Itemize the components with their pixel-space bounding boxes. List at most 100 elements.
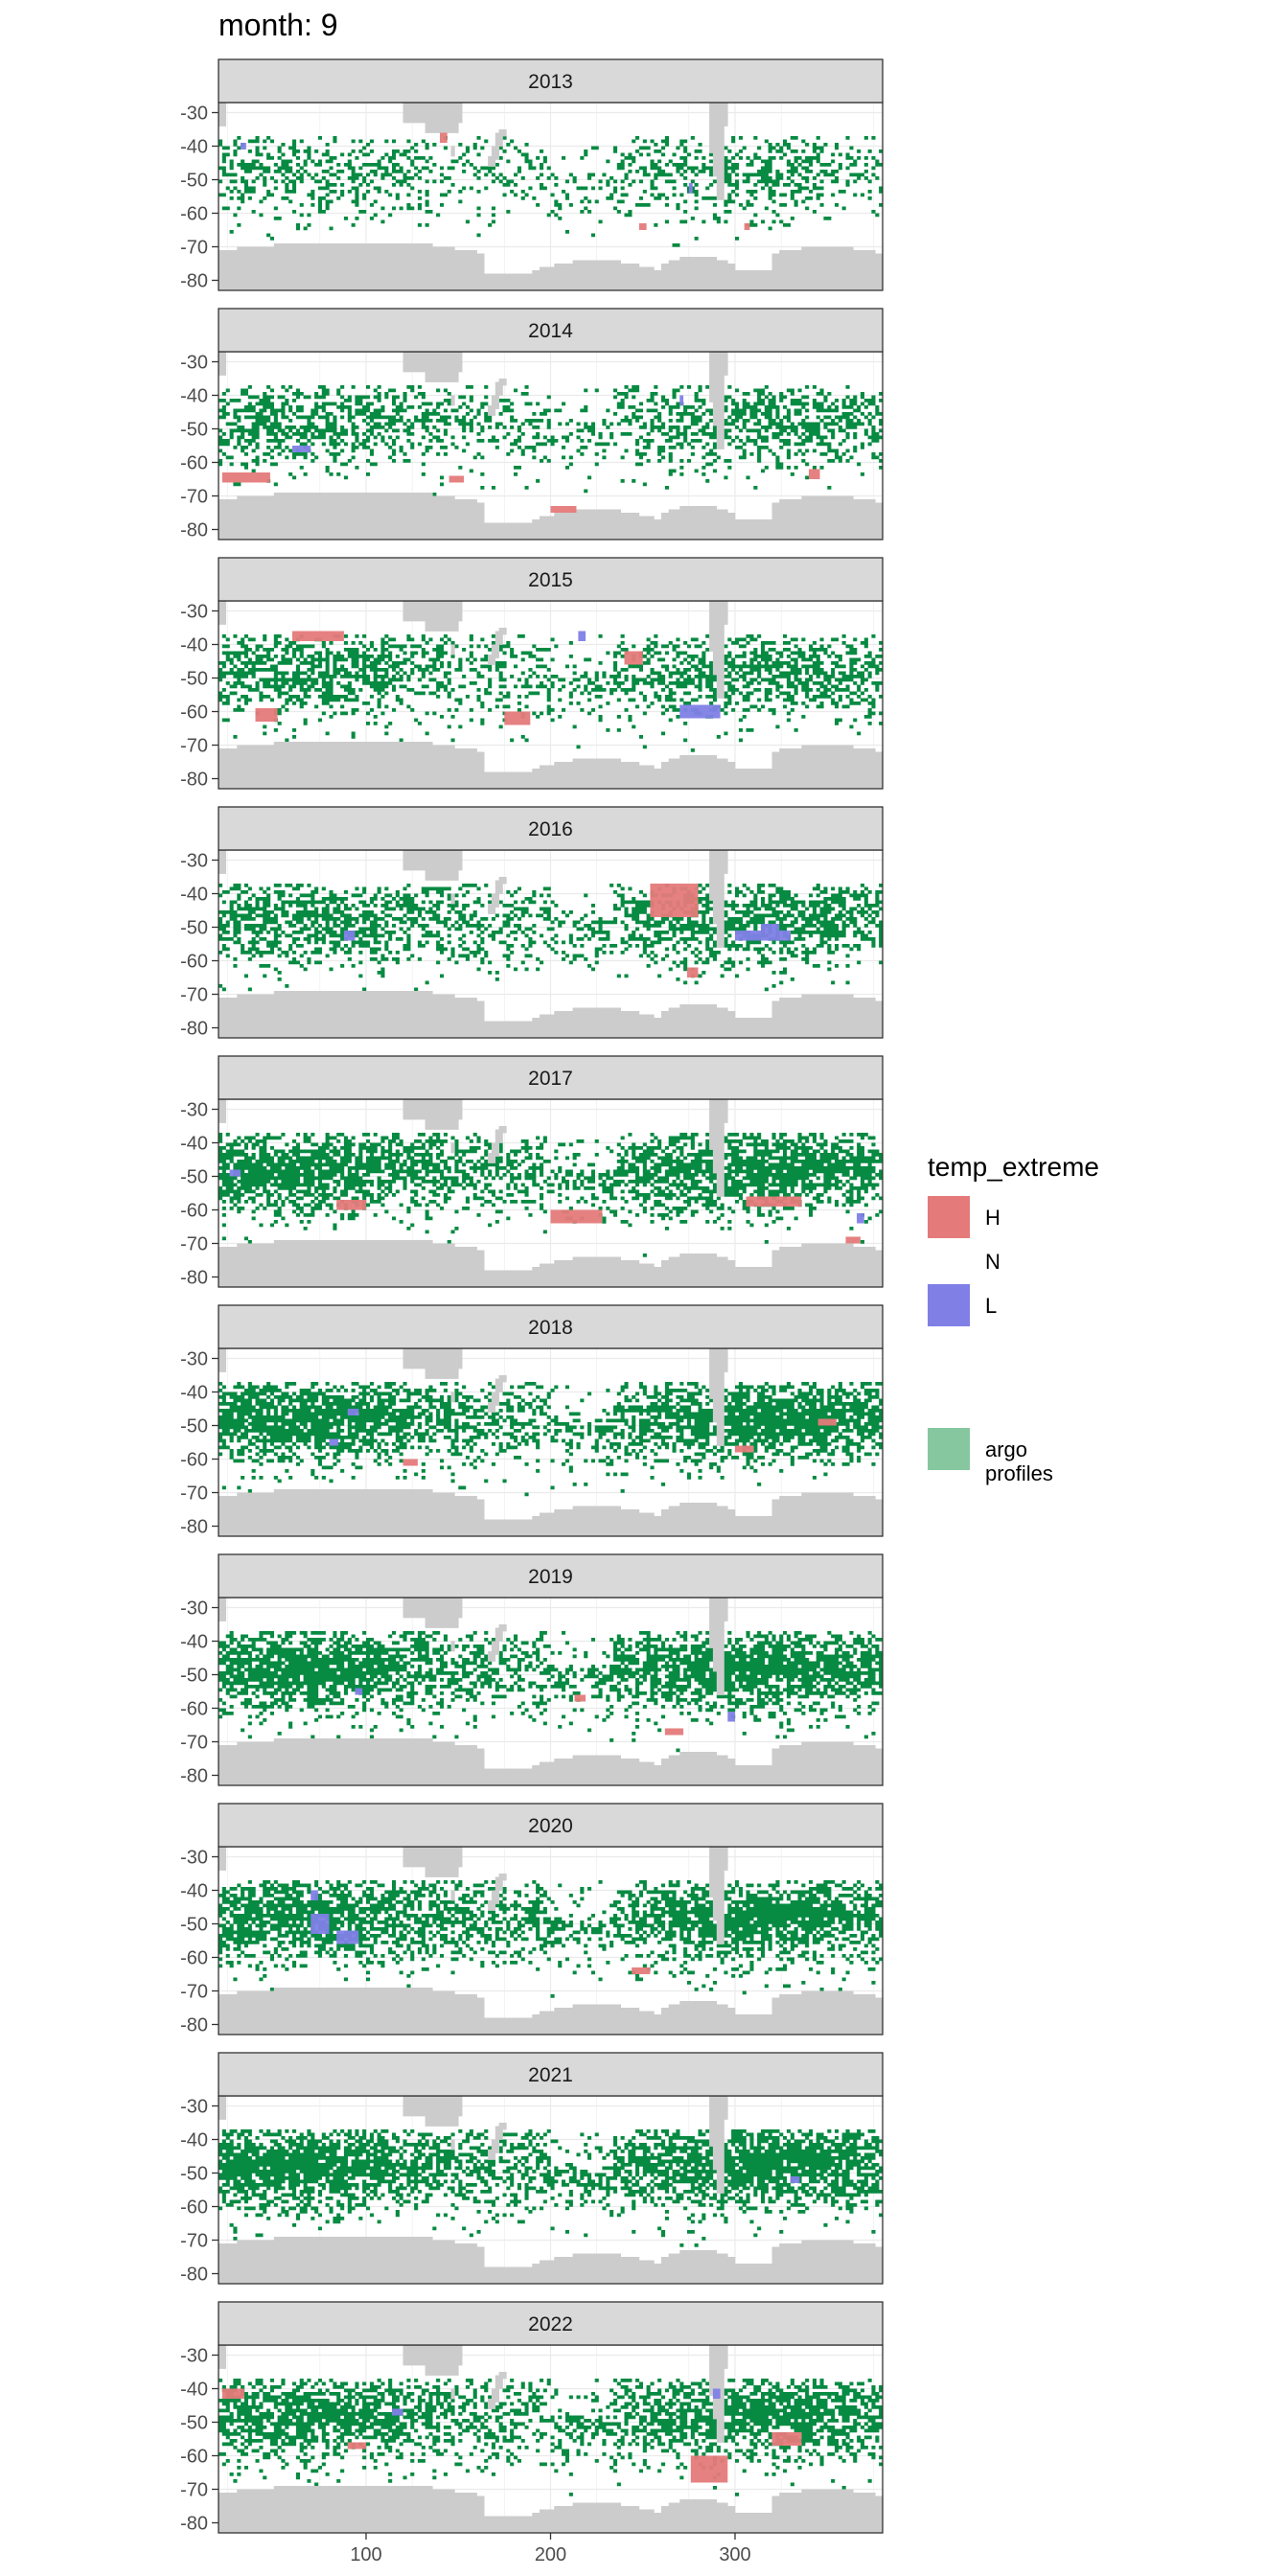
facet-strip	[218, 308, 884, 353]
y-tick-label: -60	[180, 204, 208, 225]
extreme-low	[343, 931, 356, 941]
facet-strip-label: 2019	[528, 1566, 573, 1588]
extreme-low	[760, 924, 780, 931]
land-mask	[218, 1598, 883, 1785]
y-tick-label: -60	[180, 1948, 208, 1969]
extreme-low	[679, 704, 721, 719]
y-tick-label: -70	[180, 2480, 208, 2501]
panel-content	[218, 352, 883, 540]
land-mask	[218, 2096, 883, 2284]
facet-panel-2018: 2018 -30 -40 -50 -60 -70 -80	[180, 1304, 884, 1538]
y-tick-label: -50	[180, 2164, 208, 2185]
facet-strip	[218, 2052, 884, 2097]
legend-item-h: H	[928, 1196, 1177, 1240]
legend-item-n: N	[928, 1240, 1177, 1284]
y-tick-label: -30	[180, 1349, 208, 1370]
y-tick-label: -60	[180, 453, 208, 474]
x-tick-label: 200	[535, 2544, 566, 2565]
y-tick-label: -50	[180, 420, 208, 441]
facet-strip	[218, 1803, 884, 1848]
y-tick-label: -40	[180, 1881, 208, 1902]
extreme-high	[650, 884, 699, 917]
facet-panel-2015: 2015 -30 -40 -50 -60 -70 -80	[180, 557, 884, 791]
y-tick-label: -50	[180, 2413, 208, 2434]
extreme-high	[817, 1418, 837, 1426]
panel-content	[218, 1598, 883, 1785]
y-tick-label: -30	[180, 602, 208, 623]
extreme-high	[574, 1694, 586, 1702]
facet-strip	[218, 1553, 884, 1598]
y-tick-label: -70	[180, 985, 208, 1006]
y-tick-label: -60	[180, 952, 208, 973]
y-tick-label: -50	[180, 1167, 208, 1188]
land-mask	[218, 352, 883, 540]
panel-content	[218, 1099, 883, 1287]
extreme-low	[712, 2388, 721, 2399]
facet-panel-2014: 2014 -30 -40 -50 -60 -70 -80	[180, 308, 884, 541]
land-mask	[218, 1847, 883, 2035]
y-tick-label: -80	[180, 1268, 208, 1289]
extreme-high	[771, 2432, 802, 2446]
facet-strip-label: 2017	[528, 1068, 573, 1090]
argo-profiles	[218, 1631, 883, 1753]
extreme-high	[638, 223, 647, 230]
y-tick-label: -50	[180, 918, 208, 939]
y-tick-label: -70	[180, 238, 208, 259]
y-tick-label: -80	[180, 2265, 208, 2286]
extreme-high	[221, 472, 270, 483]
extreme-high	[221, 2388, 244, 2399]
panel-content	[218, 2096, 883, 2284]
y-tick-label: -50	[180, 1416, 208, 1438]
facet-strip-label: 2018	[528, 1317, 573, 1339]
extreme-low	[241, 143, 246, 150]
land-mask	[218, 103, 883, 290]
extreme-high	[550, 1209, 603, 1224]
facet-strip	[218, 557, 884, 602]
y-tick-label: -70	[180, 1982, 208, 2003]
legend-key-l	[928, 1284, 970, 1326]
extreme-high	[845, 1236, 861, 1244]
legend-label-argo: argo profiles	[985, 1438, 1053, 1485]
extreme-high	[735, 1445, 754, 1453]
extreme-high	[292, 631, 344, 641]
facet-panel-2013: 2013 -30 -40 -50 -60 -70 -80	[180, 58, 884, 292]
facet-panel-2016: 2016 -30 -40 -50 -60 -70 -80	[180, 806, 884, 1040]
argo-profiles	[218, 1880, 883, 1998]
facet-panel-2022: 2022 -30 -40 -50 -60 -70 -80 100 200 300	[180, 2301, 884, 2565]
facet-strip-label: 2022	[528, 2313, 573, 2335]
y-tick-label: -30	[180, 1100, 208, 1121]
y-tick-label: -50	[180, 1915, 208, 1936]
y-tick-label: -60	[180, 2447, 208, 2468]
land-mask	[218, 1348, 883, 1536]
extreme-high	[809, 469, 820, 479]
argo-profiles	[218, 1382, 883, 1497]
land-mask	[218, 601, 883, 789]
y-tick-label: -40	[180, 885, 208, 906]
y-tick-label: -30	[180, 104, 208, 125]
extreme-high	[550, 506, 577, 513]
y-tick-label: -60	[180, 1699, 208, 1720]
y-tick-label: -40	[180, 2130, 208, 2151]
argo-profiles	[218, 385, 883, 496]
y-tick-label: -50	[180, 171, 208, 192]
facet-panel-2021: 2021 -30 -40 -50 -60 -70 -80	[180, 2052, 884, 2286]
facet-strip-label: 2013	[528, 71, 573, 93]
legend-item-argo: argo profiles	[928, 1428, 1177, 1485]
extreme-low	[578, 631, 586, 641]
legend-item-l: L	[928, 1284, 1177, 1328]
argo-profiles	[218, 1133, 883, 1257]
facet-panel-2019: 2019 -30 -40 -50 -60 -70 -80	[180, 1553, 884, 1787]
facet-strip	[218, 2301, 884, 2346]
panel-content	[218, 601, 883, 789]
legend-title: temp_extreme	[928, 1152, 1099, 1182]
y-tick-label: -40	[180, 2380, 208, 2401]
x-tick-label: 300	[719, 2544, 750, 2565]
extreme-high	[686, 967, 699, 978]
extreme-high	[690, 2455, 728, 2483]
y-tick-label: -80	[180, 1517, 208, 1538]
plot-title: month: 9	[218, 8, 338, 42]
panel-content	[218, 2345, 883, 2533]
y-tick-label: -60	[180, 702, 208, 724]
y-tick-label: -30	[180, 1848, 208, 1869]
facet-strip-label: 2021	[528, 2064, 573, 2086]
